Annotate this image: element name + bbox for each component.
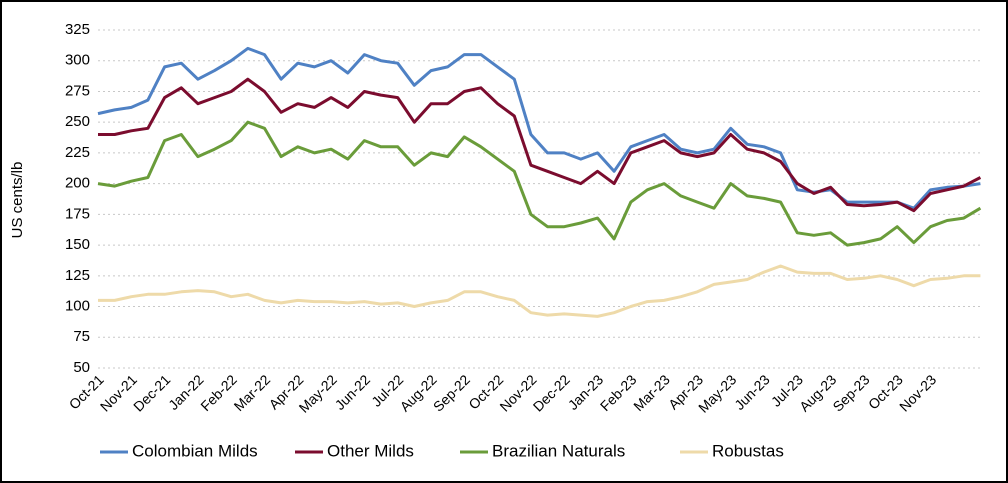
y-tick-label: 275 <box>65 82 90 99</box>
y-tick-label: 75 <box>73 328 90 345</box>
y-tick-label: 175 <box>65 205 90 222</box>
legend-label: Brazilian Naturals <box>492 441 625 460</box>
legend-label: Colombian Milds <box>132 441 258 460</box>
legend-label: Other Milds <box>327 441 414 460</box>
y-tick-label: 100 <box>65 298 90 315</box>
legend-label: Robustas <box>712 441 784 460</box>
y-tick-label: 250 <box>65 113 90 130</box>
y-tick-label: 225 <box>65 144 90 161</box>
y-tick-label: 125 <box>65 267 90 284</box>
y-tick-label: 150 <box>65 236 90 253</box>
y-axis-title: US cents/lb <box>9 162 26 239</box>
y-tick-label: 200 <box>65 175 90 192</box>
y-tick-label: 325 <box>65 21 90 38</box>
series-line <box>98 77 982 213</box>
series-line <box>97 120 982 247</box>
y-tick-label: 50 <box>73 359 90 376</box>
series-line <box>98 264 981 318</box>
y-tick-label: 300 <box>65 52 90 69</box>
